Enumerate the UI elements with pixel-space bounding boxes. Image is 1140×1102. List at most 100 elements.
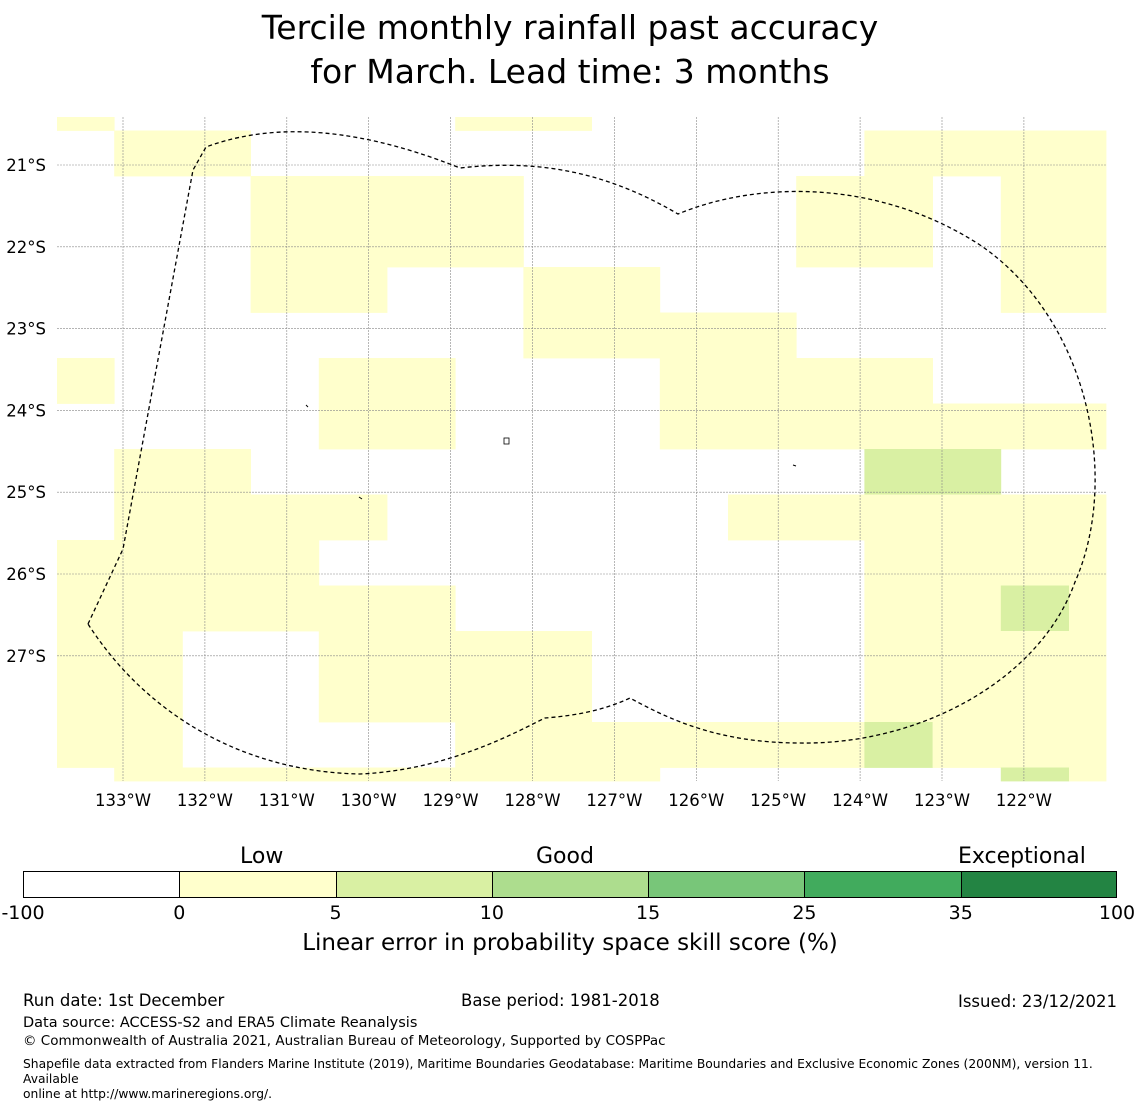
skill-cell (114, 540, 183, 586)
title-line-2: for March. Lead time: 3 months (310, 52, 830, 91)
base-period: Base period: 1981-2018 (461, 991, 660, 1010)
skill-cell (1069, 585, 1107, 632)
skill-cell (455, 631, 524, 677)
skill-cell (387, 176, 456, 222)
copyright: © Commonwealth of Australia 2021, Austra… (23, 1033, 666, 1049)
skill-cell (591, 767, 661, 782)
colorbar-segment (648, 871, 805, 898)
skill-cell (1069, 540, 1107, 586)
skill-cell (864, 494, 933, 541)
skill-cell (864, 449, 933, 495)
skill-cell (659, 722, 729, 768)
colorbar-tick-label: 35 (948, 902, 973, 924)
skill-cell (387, 358, 456, 404)
longitude-label: 125°W (750, 791, 806, 810)
longitude-label: 126°W (668, 791, 724, 810)
colorbar-tick-label: -100 (1, 902, 45, 924)
colorbar-axis-label: Linear error in probability space skill … (302, 930, 838, 956)
skill-cell (1000, 631, 1070, 677)
longitude-label: 129°W (423, 791, 479, 810)
skill-cell (864, 176, 933, 222)
skill-cell (1069, 631, 1107, 677)
colorbar-tick-label: 10 (479, 902, 504, 924)
skill-cell (57, 631, 115, 677)
skill-cell (387, 631, 456, 677)
skill-cell (114, 130, 183, 177)
skill-cell (728, 403, 797, 450)
skill-cell (864, 403, 933, 450)
skill-cell (1000, 540, 1070, 586)
skill-cell (523, 676, 592, 723)
skill-cell (455, 767, 524, 782)
skill-cell (932, 403, 1002, 450)
skill-cell (250, 540, 320, 586)
skill-cell (114, 585, 183, 632)
skill-cell (387, 676, 456, 723)
skill-cell (1069, 722, 1107, 768)
skill-cell (1000, 494, 1070, 541)
skill-cell (1069, 267, 1107, 313)
skill-cell (114, 676, 183, 723)
colorbar-label-good: Good (536, 844, 594, 869)
colorbar-tick-label: 25 (792, 902, 817, 924)
skill-cell (932, 676, 1002, 723)
skill-cell (57, 722, 115, 768)
skill-cell (455, 117, 524, 131)
skill-cell (250, 221, 320, 268)
skill-cell (318, 631, 388, 677)
skill-cell (318, 221, 388, 268)
latitude-label: 25°S (6, 483, 46, 502)
skill-cell (1000, 722, 1070, 768)
skill-cell (1000, 130, 1070, 177)
shapefile-credit-line-1: Shapefile data extracted from Flanders M… (23, 1057, 1093, 1086)
skill-cell (932, 631, 1002, 677)
skill-cell (659, 358, 729, 404)
skill-cell (250, 767, 320, 782)
skill-cell (1000, 676, 1070, 723)
skill-cell (864, 585, 933, 632)
skill-cell (728, 494, 797, 541)
skill-cell (318, 267, 388, 313)
eez-boundary (87, 131, 1096, 775)
skill-cell (318, 585, 388, 632)
skill-cell (250, 585, 320, 632)
skill-cell (250, 267, 320, 313)
skill-cell (864, 130, 933, 177)
run-date: Run date: 1st December (23, 991, 225, 1010)
colorbar-segment (491, 871, 649, 898)
longitude-label: 122°W (996, 791, 1052, 810)
skill-cell (932, 540, 1002, 586)
skill-cell (864, 631, 933, 677)
skill-cell (1069, 494, 1107, 541)
skill-cell (57, 676, 115, 723)
skill-cell (1069, 221, 1107, 268)
data-source: Data source: ACCESS-S2 and ERA5 Climate … (23, 1015, 418, 1031)
skill-map: 133°W 132°W 131°W 130°W 129°W 128°W 127°W 126°W… (6, 117, 1107, 810)
skill-cell (796, 494, 865, 541)
skill-cell (932, 130, 1002, 177)
skill-cell (182, 130, 251, 177)
skill-cell (318, 676, 388, 723)
skill-cell (864, 722, 933, 768)
skill-cell (387, 221, 456, 268)
skill-cell (591, 722, 661, 768)
skill-cell (1069, 130, 1107, 177)
longitude-label: 132°W (177, 791, 233, 810)
skill-cell (1000, 767, 1070, 782)
colorbar-segment (960, 871, 1117, 898)
skill-cell (455, 221, 524, 268)
skill-cell (1069, 676, 1107, 723)
skill-cell (387, 585, 456, 632)
skill-cell (864, 676, 933, 723)
skill-cell (523, 722, 592, 768)
latitude-label: 24°S (6, 401, 46, 420)
issued-date: Issued: 23/12/2021 (957, 992, 1117, 1011)
latitude-label: 27°S (6, 647, 46, 666)
skill-cell (864, 540, 933, 586)
skill-cell (114, 767, 183, 782)
skill-cell (57, 540, 115, 586)
skill-cell (796, 358, 865, 404)
skill-cell (591, 267, 661, 313)
longitude-label: 124°W (832, 791, 888, 810)
skill-cell (728, 312, 797, 359)
